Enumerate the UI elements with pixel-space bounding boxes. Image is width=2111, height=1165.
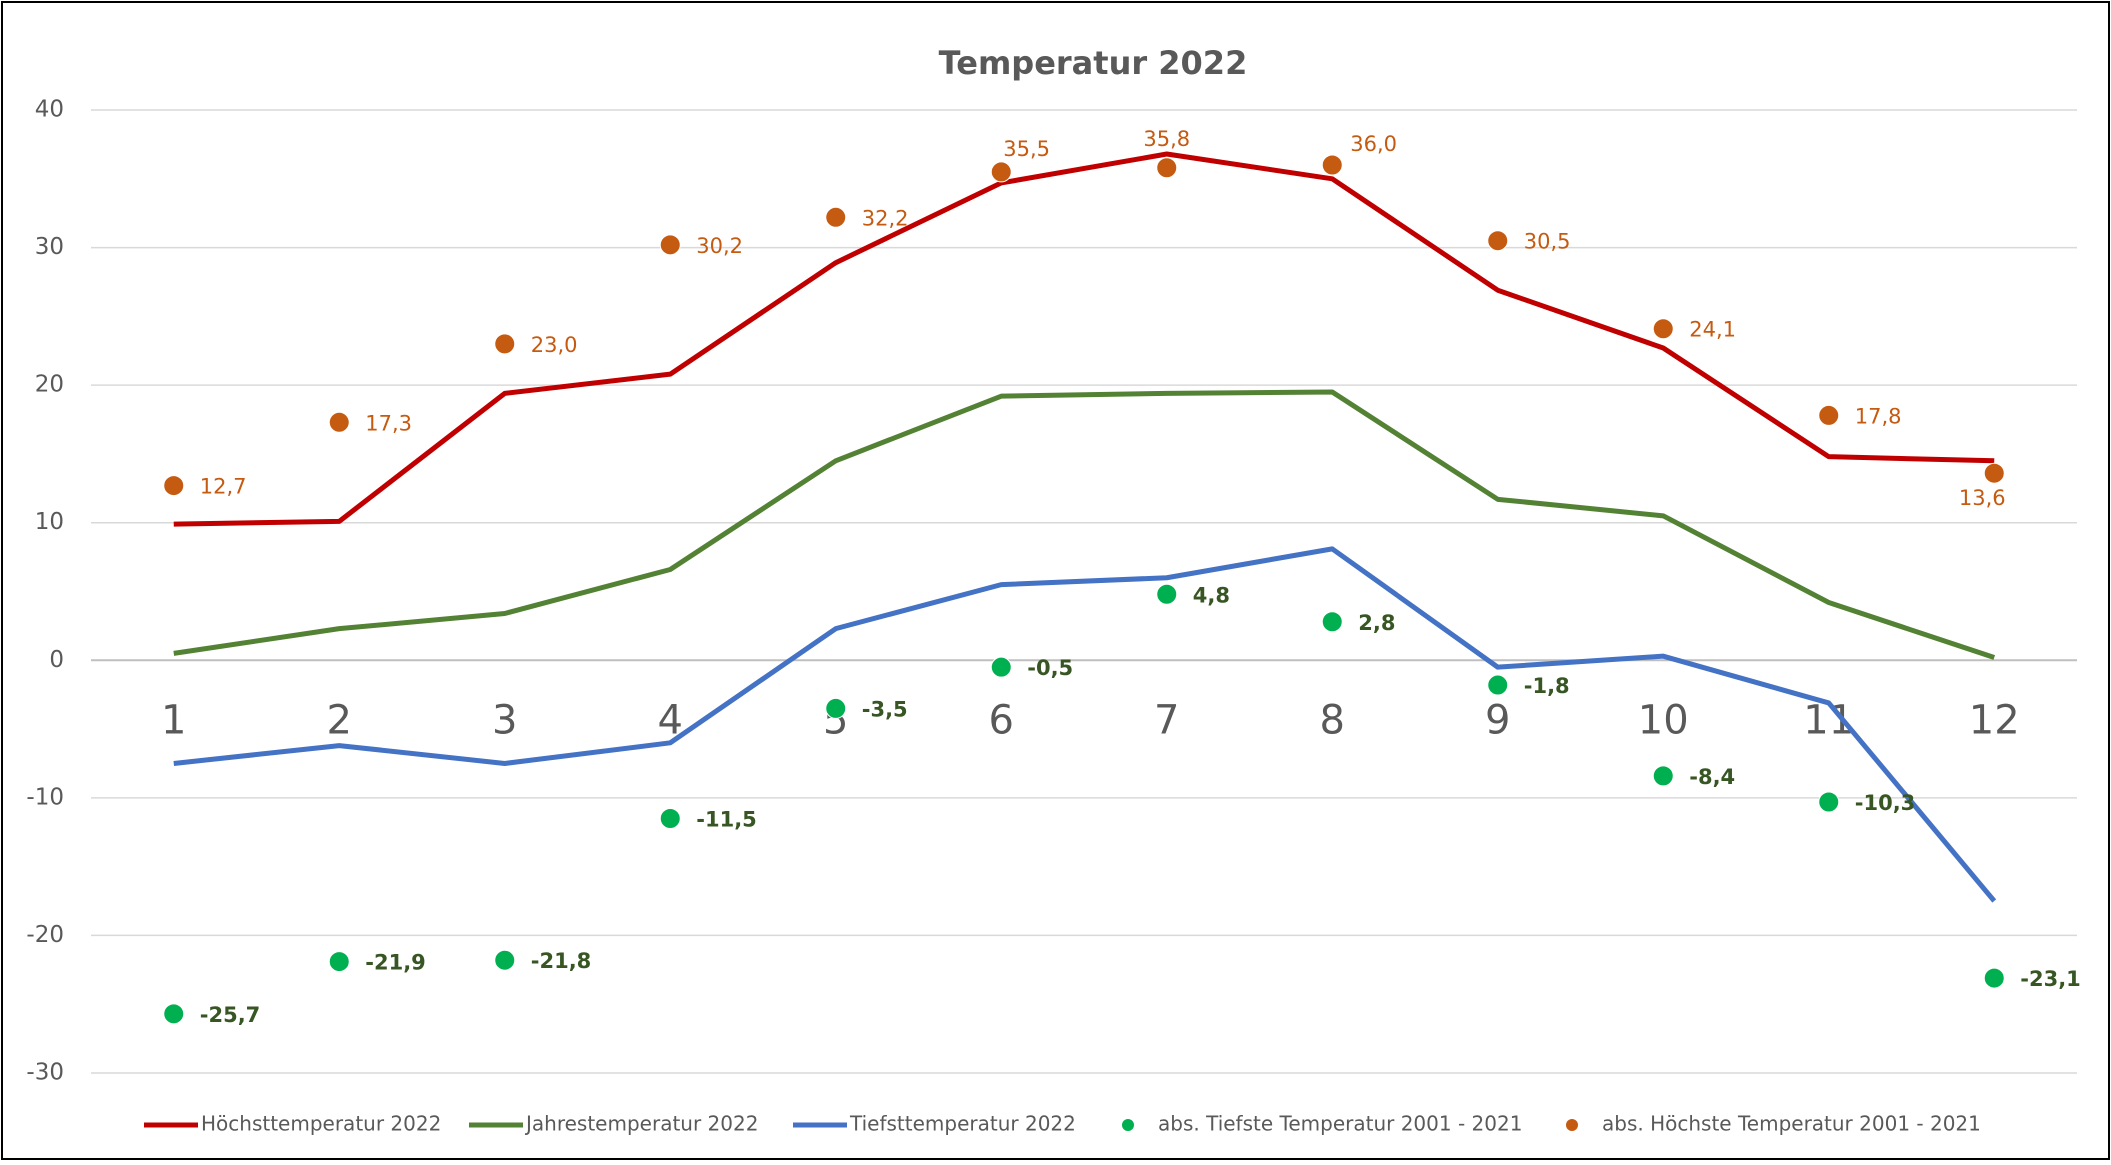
- y-tick-label: 20: [35, 372, 64, 398]
- data-point: [328, 411, 350, 433]
- data-label: -21,9: [365, 951, 426, 975]
- data-label: 35,5: [1003, 137, 1050, 161]
- data-label: 30,2: [696, 234, 743, 258]
- data-label: 23,0: [531, 333, 578, 357]
- data-label: 30,5: [1524, 230, 1571, 254]
- data-point: [1983, 462, 2005, 484]
- data-point: [659, 807, 681, 829]
- data-label: -21,8: [531, 949, 592, 973]
- data-label: -10,3: [1855, 791, 1916, 815]
- data-label: 32,2: [862, 206, 909, 230]
- legend-label: abs. Höchste Temperatur 2001 - 2021: [1602, 1112, 1981, 1136]
- data-label: -25,7: [200, 1003, 261, 1027]
- data-point: [494, 949, 516, 971]
- y-tick-label: 30: [35, 234, 64, 260]
- data-point: [825, 206, 847, 228]
- y-tick-label: 10: [35, 509, 64, 535]
- x-tick-label: 8: [1320, 697, 1345, 743]
- legend-label: Höchsttemperatur 2022: [201, 1112, 441, 1136]
- legend-label: Jahrestemperatur 2022: [524, 1112, 758, 1136]
- legend-swatch: [1122, 1119, 1134, 1131]
- data-label: -1,8: [1524, 674, 1570, 698]
- data-point: [1983, 967, 2005, 989]
- series-line: [173, 389, 1996, 660]
- x-tick-label: 10: [1638, 697, 1689, 743]
- y-tick-label: -10: [26, 784, 64, 810]
- y-tick-label: -20: [26, 922, 64, 948]
- x-tick-label: 7: [1154, 697, 1179, 743]
- data-point: [990, 161, 1012, 183]
- data-label: 12,7: [200, 475, 247, 499]
- chart-title: Temperatur 2022: [939, 44, 1248, 82]
- data-point: [1321, 154, 1343, 176]
- x-tick-label: 1: [161, 697, 186, 743]
- legend-swatch: [1566, 1119, 1578, 1131]
- data-label: 2,8: [1358, 611, 1395, 635]
- data-label: -3,5: [862, 697, 908, 721]
- data-point: [659, 234, 681, 256]
- data-point: [1156, 583, 1178, 605]
- data-point: [494, 333, 516, 355]
- series-line: [173, 546, 1997, 903]
- data-point: [1818, 791, 1840, 813]
- data-label: -8,4: [1689, 765, 1735, 789]
- data-point: [1156, 157, 1178, 179]
- data-label: 36,0: [1350, 132, 1397, 156]
- data-point: [1818, 404, 1840, 426]
- data-point: [825, 697, 847, 719]
- data-point: [163, 1003, 185, 1025]
- data-label: 35,8: [1143, 127, 1190, 151]
- x-tick-label: 12: [1969, 697, 2020, 743]
- data-label: 17,8: [1855, 404, 1902, 428]
- series-line: [173, 151, 1995, 527]
- y-tick-label: 0: [49, 647, 64, 673]
- data-point: [163, 475, 185, 497]
- x-tick-label: 3: [492, 697, 517, 743]
- data-point: [328, 951, 350, 973]
- legend-label: abs. Tiefste Temperatur 2001 - 2021: [1158, 1112, 1522, 1136]
- y-tick-label: -30: [26, 1060, 64, 1086]
- data-point: [990, 656, 1012, 678]
- data-label: -0,5: [1027, 656, 1073, 680]
- data-label: 4,8: [1193, 583, 1230, 607]
- data-point: [1321, 611, 1343, 633]
- x-tick-label: 6: [989, 697, 1014, 743]
- data-label: 13,6: [1959, 486, 2006, 510]
- x-tick-label: 2: [327, 697, 352, 743]
- legend-label: Tiefsttemperatur 2022: [849, 1112, 1076, 1136]
- y-tick-label: 40: [35, 97, 64, 123]
- x-tick-label: 9: [1485, 697, 1510, 743]
- data-label: -23,1: [2020, 967, 2081, 991]
- data-point: [1487, 674, 1509, 696]
- data-label: 24,1: [1689, 318, 1736, 342]
- data-label: 17,3: [365, 411, 412, 435]
- data-label: -11,5: [696, 807, 757, 831]
- data-point: [1487, 230, 1509, 252]
- data-point: [1652, 765, 1674, 787]
- data-point: [1652, 318, 1674, 340]
